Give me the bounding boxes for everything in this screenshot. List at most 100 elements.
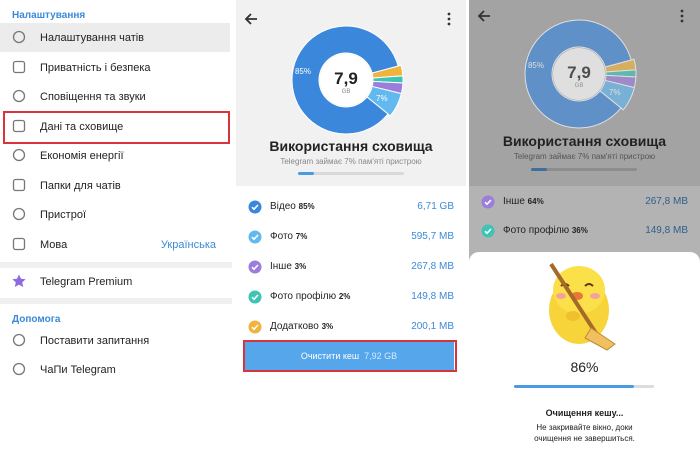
icon-shape (12, 119, 26, 132)
settings-row[interactable]: Пристрої (0, 200, 230, 229)
settings-row[interactable]: Економія енергії (0, 141, 230, 170)
row-icon (12, 60, 26, 73)
premium-row[interactable]: Telegram Premium (0, 267, 230, 296)
back-button[interactable] (244, 12, 258, 26)
back-button (477, 10, 490, 22)
icon-shape (12, 60, 26, 73)
storage-row[interactable]: Відео 85% 6,71 GB (236, 198, 466, 226)
row-label: Інше 64% (503, 195, 544, 209)
star-icon (12, 274, 26, 287)
separator (0, 298, 232, 304)
row-label: Налаштування чатів (40, 32, 145, 44)
row-icon (12, 237, 26, 250)
storage-row[interactable]: Фото профілю 2% 149,8 MB (236, 288, 466, 316)
icon-shape (12, 207, 26, 221)
settings-row[interactable]: Мова Українська (0, 230, 230, 259)
row-label: Відео 85% (270, 200, 315, 214)
premium-label: Telegram Premium (40, 276, 133, 288)
usage-fill (298, 172, 314, 175)
checkbox (248, 320, 262, 334)
clear-size: 7,92 GB (364, 351, 398, 361)
item-label: Фото профілю (270, 291, 337, 302)
item-size: 149,8 MB (411, 291, 454, 302)
item-percent: 3% (294, 262, 307, 271)
progress-percent: 86% (570, 359, 599, 375)
clearing-row: Фото профілю 36% 149,8 MB (469, 222, 700, 250)
item-percent: 64% (527, 197, 544, 206)
settings-row[interactable]: Сповіщення та звуки (0, 82, 230, 111)
clear-label: Очистити кеш (300, 351, 360, 361)
storage-donut: 7% 85% 7,9GB (291, 25, 404, 135)
checkbox (248, 290, 262, 304)
item-percent: 2% (338, 292, 351, 301)
icon-shape (12, 148, 26, 162)
checkmark (251, 234, 259, 241)
clear-cache-button[interactable]: Очистити кеш 7,92 GB (244, 342, 454, 370)
row-icon (12, 119, 26, 132)
clearing-title: Очищення кешу... (545, 408, 624, 418)
clearing-line: очищення не завершиться. (534, 434, 635, 443)
row-icon (12, 30, 26, 44)
bottom-sheet: 86% Очищення кешу... Не закривайте вікно… (469, 252, 700, 462)
item-label: Фото (270, 231, 293, 242)
row-label: Мова (40, 238, 68, 251)
settings-row[interactable]: Налаштування чатів (0, 23, 230, 52)
row-label: Дані та сховище (40, 120, 124, 133)
item-size: 200,1 MB (411, 321, 454, 332)
section-title: Допомога (12, 314, 61, 325)
row-icon (12, 207, 26, 221)
donut-label: 85% (295, 67, 311, 76)
item-size: 149,8 MB (645, 225, 688, 236)
clearing-panel: 7% 85% 7,9 GB Використання сховища Telegram… (469, 0, 700, 462)
settings-row[interactable]: Папки для чатів (0, 171, 230, 200)
help-row[interactable]: ЧаПи Telegram (0, 355, 230, 384)
storage-row[interactable]: Додатково 3% 200,1 MB (236, 318, 466, 346)
settings-row[interactable]: Дані та сховище (0, 112, 230, 141)
progress-fill (514, 385, 635, 388)
checkmark (484, 228, 492, 235)
row-icon (12, 362, 26, 376)
row-label: Фото 7% (270, 230, 307, 244)
storage-title: Використання сховища (269, 138, 433, 154)
settings-row[interactable]: Приватність і безпека (0, 53, 230, 82)
icon-shape (12, 30, 26, 44)
donut-label: 85% (528, 61, 544, 70)
row-icon (12, 89, 26, 103)
menu-button[interactable] (446, 12, 452, 26)
usage-fill (531, 168, 547, 171)
item-percent: 85% (298, 202, 315, 211)
duck-sticker (549, 262, 616, 351)
clearing-row: Інше 64% 267,8 MB (469, 193, 700, 221)
storage-row[interactable]: Інше 3% 267,8 MB (236, 258, 466, 286)
row-label: Інше 3% (270, 260, 306, 274)
checkbox (248, 200, 262, 214)
checkmark (484, 199, 492, 206)
row-label: Папки для чатів (40, 179, 121, 192)
item-size: 6,71 GB (417, 201, 454, 212)
donut-segment (524, 19, 632, 129)
checkbox (248, 230, 262, 244)
row-icon (12, 148, 26, 162)
row-label: Пристрої (40, 209, 86, 221)
item-percent: 3% (321, 322, 334, 331)
icon-shape (12, 89, 26, 103)
item-label: Додатково (270, 321, 319, 332)
storage-donut: 7% 85% 7,9GB (524, 19, 637, 129)
icon-shape (12, 237, 26, 250)
donut-segment (291, 25, 399, 135)
icon-shape (12, 178, 26, 191)
settings-panel: Налаштування Налаштування чатів Приватніс… (0, 0, 232, 462)
total-unit: GB (575, 83, 584, 89)
row-label: Сповіщення та звуки (40, 91, 146, 103)
checkbox (248, 260, 262, 274)
item-size: 595,7 MB (411, 231, 454, 242)
storage-row[interactable]: Фото 7% 595,7 MB (236, 228, 466, 256)
help-row[interactable]: Поставити запитання (0, 326, 230, 355)
item-label: Інше (270, 261, 292, 272)
checkmark (251, 264, 259, 271)
clear-cache-text: Очистити кеш 7,92 GB (244, 349, 454, 363)
item-percent: 7% (295, 232, 308, 241)
usage-track (531, 168, 637, 171)
storage-title: Використання сховища (502, 133, 667, 149)
